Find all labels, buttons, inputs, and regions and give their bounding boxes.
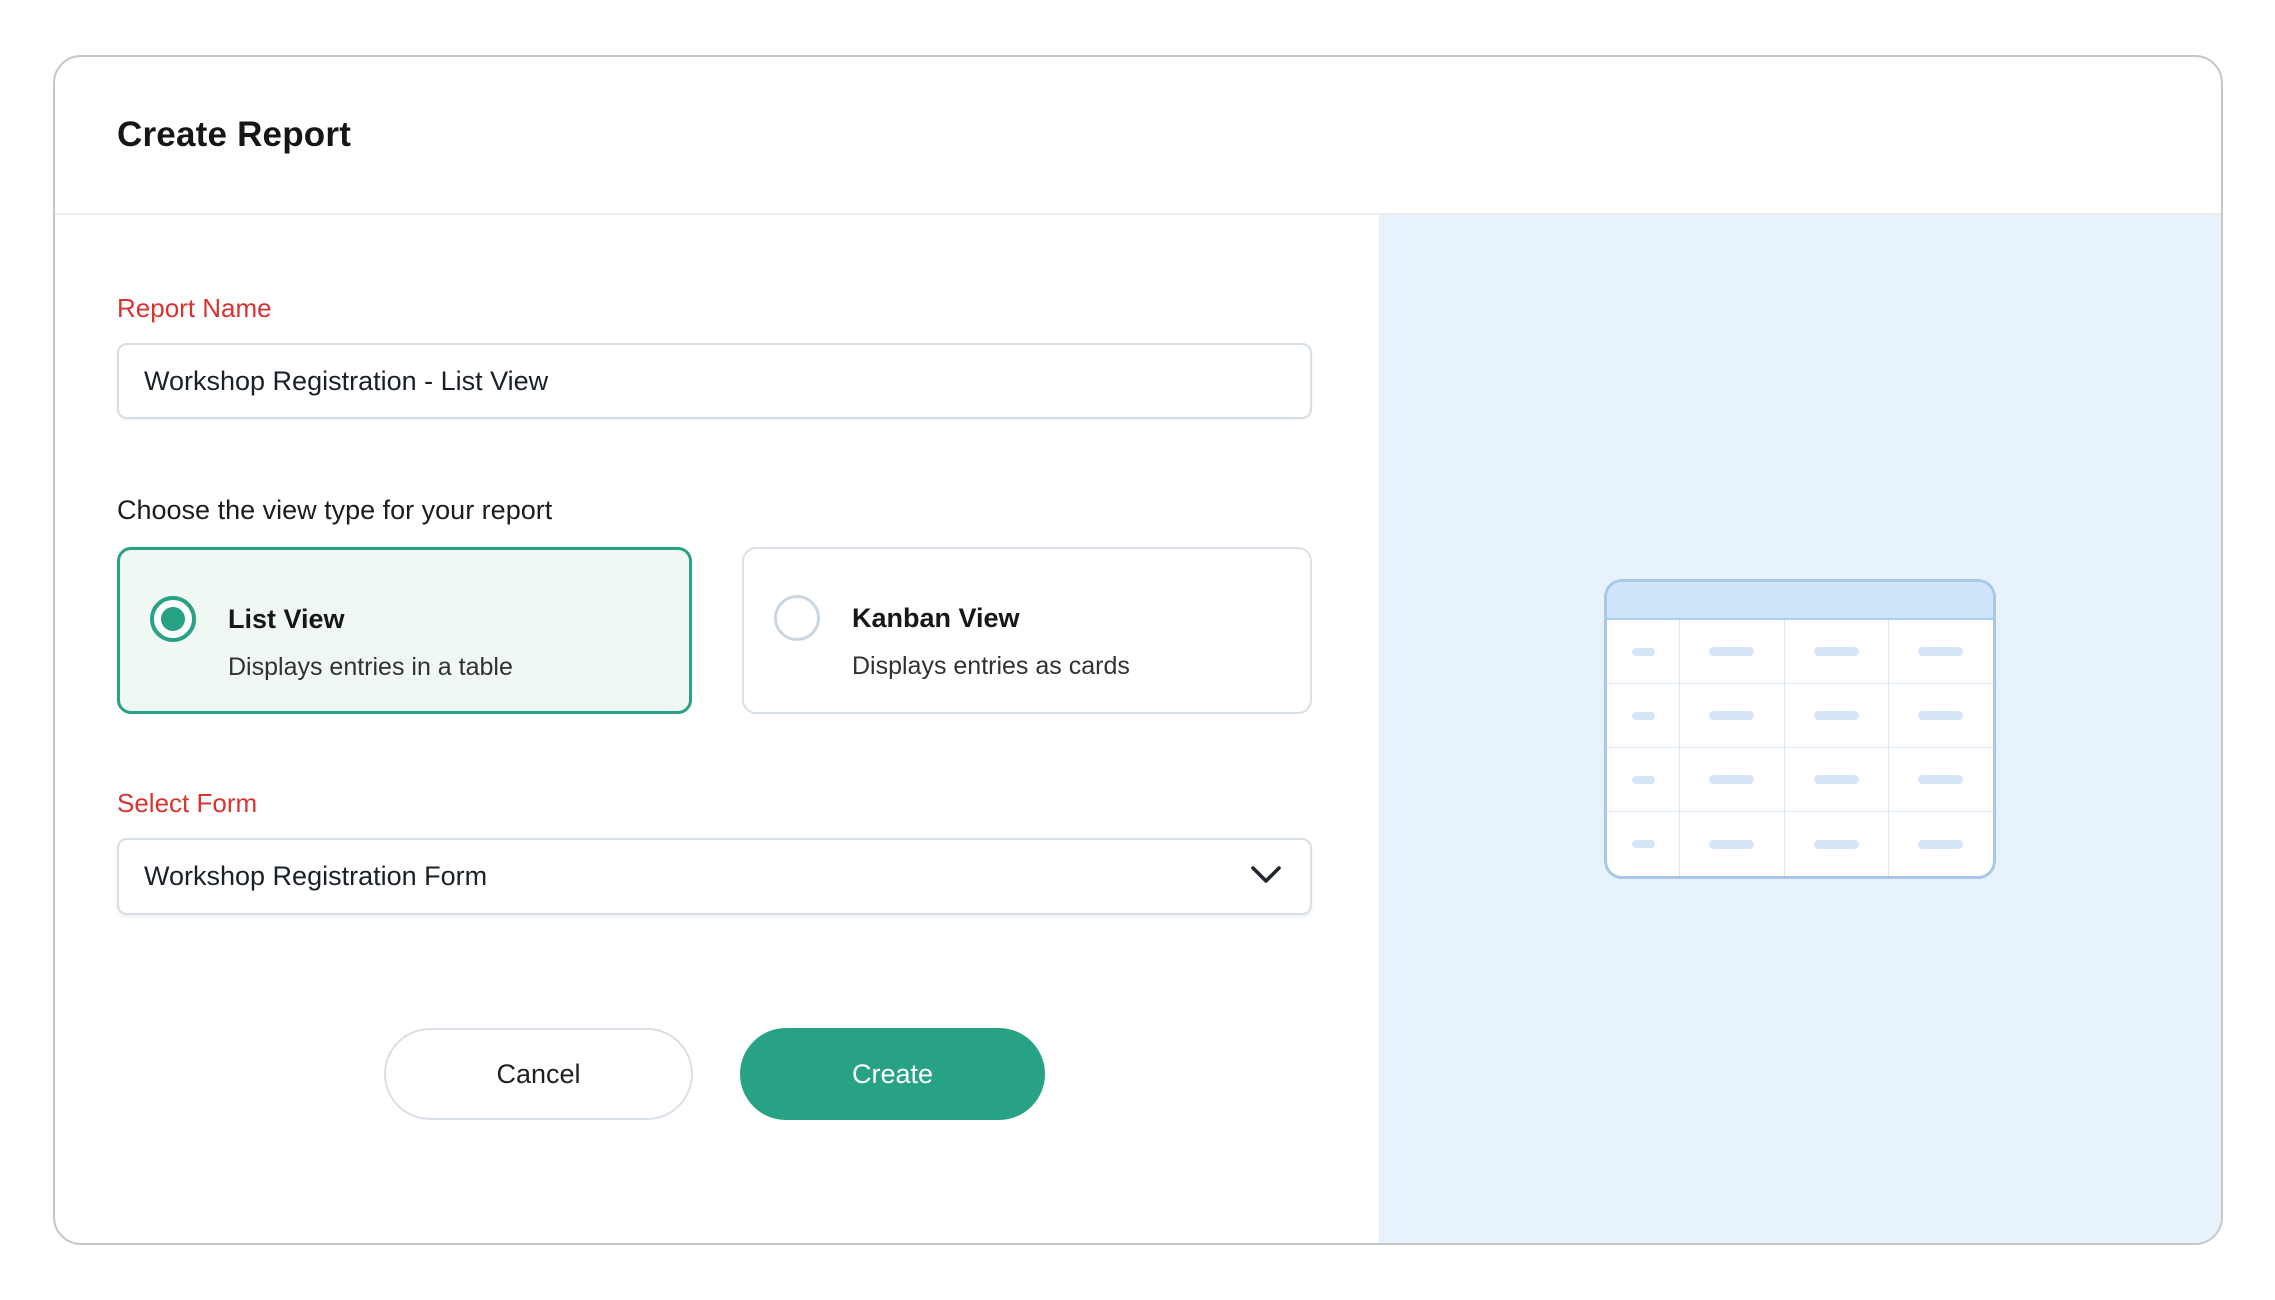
cell-dash (1918, 839, 1964, 849)
cell-dash (1813, 775, 1859, 784)
cell-dash (1813, 839, 1859, 849)
dialog-body: Report Name Choose the view type for you… (55, 215, 2221, 1243)
option-text: Kanban View Displays entries as cards (852, 595, 1130, 681)
report-name-input[interactable] (117, 343, 1312, 419)
table-cell (1888, 620, 1993, 684)
radio-unselected-icon[interactable] (773, 595, 820, 641)
table-cell (1888, 748, 1993, 812)
cell-dash (1813, 711, 1859, 720)
table-cell (1784, 684, 1889, 748)
view-type-option-kanban-view[interactable]: Kanban View Displays entries as cards (741, 547, 1312, 714)
table-cell (1680, 684, 1785, 748)
table-cell (1680, 812, 1785, 876)
dialog-header: Create Report (55, 57, 2221, 215)
cell-dash (1709, 711, 1755, 720)
option-text: List View Displays entries in a table (228, 596, 513, 682)
table-cell (1785, 812, 1889, 876)
report-name-label: Report Name (117, 293, 272, 323)
create-report-dialog: Create Report Report Name Choose the vie… (53, 55, 2223, 1245)
report-form: Report Name Choose the view type for you… (55, 215, 1379, 1243)
chevron-down-icon (1250, 865, 1282, 889)
cell-dash (1918, 647, 1964, 656)
table-cell (1784, 748, 1889, 812)
dialog-actions: Cancel Create (117, 1028, 1312, 1120)
cell-dash (1631, 647, 1655, 656)
radio-selected-icon[interactable] (150, 596, 196, 642)
table-cell (1784, 620, 1889, 684)
form-select-dropdown[interactable]: Workshop Registration Form (117, 838, 1312, 915)
cell-dash (1918, 775, 1964, 784)
table-cell (1607, 748, 1681, 812)
cell-dash (1631, 775, 1655, 784)
select-form-label: Select Form (117, 788, 258, 818)
view-type-options: List View Displays entries in a table Ka… (117, 547, 1312, 714)
option-title: Kanban View (851, 603, 1020, 633)
page-title: Create Report (117, 115, 352, 154)
table-cell (1680, 748, 1785, 812)
table-cell (1607, 684, 1681, 748)
radio-dot (161, 607, 185, 631)
cell-dash (1918, 711, 1964, 720)
option-description: Displays entries as cards (851, 652, 1130, 680)
view-type-label: Choose the view type for your report (117, 495, 553, 525)
option-description: Displays entries in a table (228, 653, 513, 681)
cell-dash (1631, 711, 1655, 720)
form-select-value: Workshop Registration Form (144, 861, 488, 891)
table-illustration (1604, 579, 1996, 879)
cell-dash (1709, 647, 1755, 656)
table-illustration-grid (1607, 620, 1993, 876)
table-cell (1607, 620, 1681, 684)
table-illustration-header (1607, 582, 1993, 620)
cell-dash (1709, 775, 1755, 784)
table-cell (1889, 812, 1993, 876)
cell-dash (1813, 647, 1859, 656)
create-button[interactable]: Create (740, 1028, 1045, 1120)
cell-dash (1631, 840, 1655, 848)
table-cell (1888, 684, 1993, 748)
table-cell (1607, 812, 1681, 876)
cell-dash (1709, 839, 1755, 849)
view-type-option-list-view[interactable]: List View Displays entries in a table (117, 547, 692, 714)
option-title: List View (228, 604, 345, 634)
table-cell (1680, 620, 1785, 684)
cancel-button[interactable]: Cancel (384, 1028, 693, 1120)
preview-panel (1379, 215, 2221, 1243)
